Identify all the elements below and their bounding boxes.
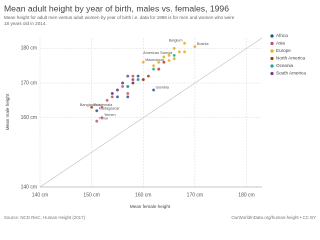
x-tick-label: 140 cm <box>32 192 48 198</box>
y-tick-label: 170 cm <box>21 80 37 86</box>
point <box>121 81 125 85</box>
point <box>141 60 145 64</box>
point <box>110 91 114 96</box>
point <box>115 95 120 99</box>
legend-swatch <box>270 56 274 61</box>
point <box>95 119 99 123</box>
point <box>182 50 187 54</box>
point <box>151 88 156 92</box>
legend-swatch <box>270 71 274 76</box>
point <box>172 57 176 61</box>
point <box>121 84 125 89</box>
point <box>182 41 187 45</box>
x-tick-label: 160 cm <box>135 192 151 198</box>
point-label: Macedonia <box>145 58 164 62</box>
point <box>136 74 140 78</box>
point <box>90 105 94 109</box>
point <box>126 84 130 89</box>
point <box>105 98 109 102</box>
point <box>126 74 130 78</box>
point <box>131 81 135 85</box>
point <box>151 67 156 71</box>
point <box>100 105 104 109</box>
chart: Mean adult height by year of birth, male… <box>4 3 316 220</box>
point <box>126 91 130 96</box>
point <box>141 77 145 82</box>
legend-swatch <box>270 41 274 46</box>
legend-label: Africa <box>276 33 288 38</box>
point <box>172 46 176 50</box>
y-tick-label: 140 cm <box>21 184 37 190</box>
chart-title: Mean adult height by year of birth, male… <box>4 3 229 13</box>
point-label: Guatemala <box>94 103 113 107</box>
legend-label: Oceania <box>276 63 294 68</box>
source: Source: NCD RisC, Human Height (2017) <box>4 215 86 220</box>
point-label: Bosnia <box>197 42 209 46</box>
point <box>172 53 176 57</box>
point-label: Gambia <box>156 85 170 89</box>
equality-line <box>39 37 263 188</box>
legend-label: Europe <box>276 48 291 53</box>
x-tick-label: 180 cm <box>238 192 254 198</box>
point <box>162 55 166 59</box>
point <box>167 53 171 57</box>
point <box>110 95 114 99</box>
legend-swatch <box>270 34 274 38</box>
point-label: Belgium <box>169 39 183 43</box>
point <box>146 74 151 78</box>
legend-label: South America <box>276 71 306 76</box>
y-axis-label: Mean male height <box>5 93 10 130</box>
credit: OurWorldInData.org/human-height • CC BY <box>231 215 316 220</box>
point-label: Yemen <box>104 113 116 117</box>
point-label: Timor <box>99 117 109 121</box>
legend-swatch <box>270 64 274 68</box>
chart-subtitle: Mean height for adult men versus adult w… <box>4 15 235 20</box>
point <box>151 64 156 68</box>
point <box>95 109 99 113</box>
point <box>100 116 104 120</box>
point <box>162 60 166 64</box>
point-label: Madagascar <box>99 106 121 110</box>
point-label: American Samoa <box>143 51 173 55</box>
legend-swatch <box>270 49 274 53</box>
x-tick-label: 170 cm <box>187 192 203 198</box>
point <box>167 58 171 63</box>
y-tick-label: 160 cm <box>21 115 37 121</box>
x-axis-label: Mean female height <box>130 204 171 209</box>
y-tick-label: 180 cm <box>21 46 37 52</box>
chart-subtitle: 18 years old in 2014. <box>4 21 47 26</box>
legend-label: Asia <box>276 41 285 46</box>
point <box>193 45 197 49</box>
point <box>136 77 140 82</box>
legend-label: North America <box>276 56 306 61</box>
point <box>157 60 161 64</box>
point <box>157 67 161 71</box>
point <box>177 50 181 54</box>
point-label: Bangladesh <box>80 103 100 107</box>
x-tick-label: 150 cm <box>83 192 99 198</box>
point <box>131 74 135 78</box>
point <box>131 77 135 82</box>
point <box>115 88 120 92</box>
point <box>126 95 130 99</box>
